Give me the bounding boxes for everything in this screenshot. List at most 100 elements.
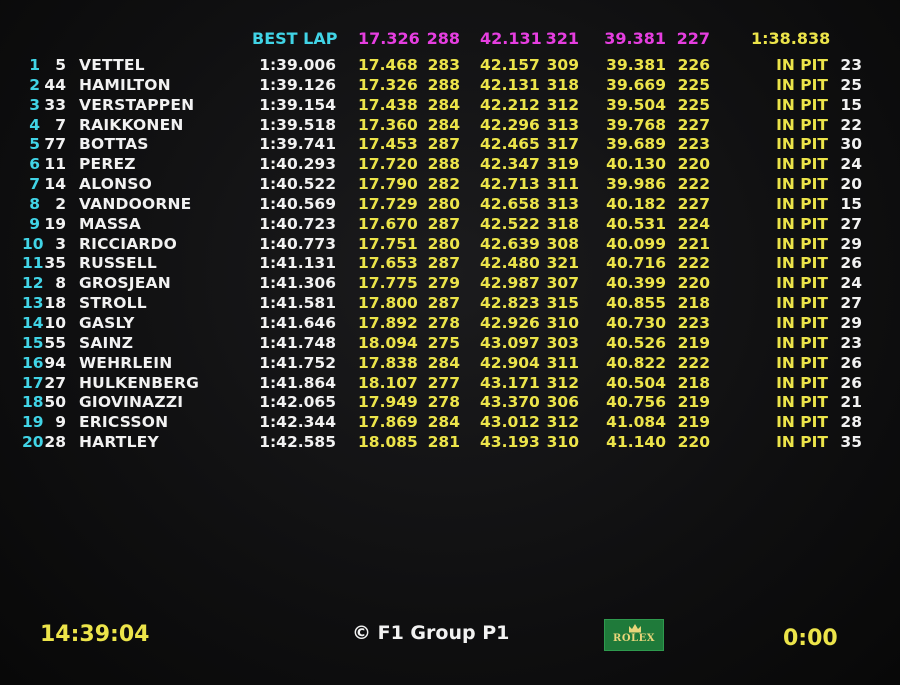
position: 9	[29, 214, 40, 233]
speed-trap2: 312	[546, 373, 579, 392]
car-number: 33	[44, 95, 66, 114]
car-number: 19	[44, 214, 66, 233]
ideal-lap-time: 1:38.838	[751, 29, 831, 48]
timing-row: 1 5 VETTEL 1:39.006 17.468 283 42.157 309 39.381…	[0, 56, 900, 76]
lap-count: 15	[840, 194, 862, 213]
speed-trap1: 284	[427, 413, 460, 432]
sector3-time: 40.756	[606, 393, 666, 412]
car-number: 11	[44, 155, 66, 174]
driver-name: HULKENBERG	[79, 373, 200, 392]
sector3-time: 39.381	[606, 56, 666, 74]
lap-count: 23	[840, 333, 862, 352]
car-number: 94	[44, 353, 66, 372]
position: 7	[29, 175, 40, 194]
best-lap: 1:41.581	[259, 294, 336, 313]
position: 11	[22, 254, 44, 273]
timing-row: 17 27 HULKENBERG 1:41.864 18.107 277 43.171 312…	[0, 374, 900, 394]
sector1-time: 17.468	[358, 56, 418, 74]
pit-status: IN PIT	[776, 75, 828, 94]
speed-trap2: 315	[546, 294, 579, 313]
speed-trap1: 284	[427, 353, 460, 372]
pit-status: IN PIT	[776, 333, 828, 352]
speed-trap2: 309	[546, 56, 579, 74]
sector1-time: 17.720	[358, 155, 418, 174]
sector3-time: 40.531	[606, 214, 666, 233]
timing-row: 10 3 RICCIARDO 1:40.773 17.751 280 42.639 308 40…	[0, 235, 900, 255]
position: 5	[29, 135, 40, 154]
rolex-wordmark: ROLEX	[613, 633, 655, 644]
driver-name: HARTLEY	[79, 433, 159, 452]
sector2-time: 42.480	[480, 254, 540, 273]
driver-name: VETTEL	[79, 56, 145, 74]
speed-trap1: 279	[427, 274, 460, 293]
speed-trap2: 318	[546, 214, 579, 233]
speed-trap2: 318	[546, 75, 579, 94]
best-lap: 1:39.154	[259, 95, 336, 114]
speed-trap1: 283	[427, 56, 460, 74]
sector3-time: 39.689	[606, 135, 666, 154]
lap-count: 27	[840, 294, 862, 313]
speed-trap3: 224	[677, 214, 710, 233]
speed-trap2: 308	[546, 234, 579, 253]
timing-row: 8 2 VANDOORNE 1:40.569 17.729 280 42.658 313 40.…	[0, 195, 900, 215]
car-number: 8	[55, 274, 66, 293]
sector1-time: 17.790	[358, 175, 418, 194]
speed-trap1: 282	[427, 175, 460, 194]
position: 16	[22, 353, 44, 372]
driver-name: GIOVINAZZI	[79, 393, 184, 412]
best-lap: 1:42.585	[259, 433, 336, 452]
speed-trap1: 287	[427, 135, 460, 154]
lap-count: 23	[840, 56, 862, 74]
sector2-time: 42.926	[480, 313, 540, 332]
best-lap: 1:40.293	[259, 155, 336, 174]
speed-trap1: 281	[427, 433, 460, 452]
copyright-session: © F1 Group P1	[352, 622, 510, 644]
best-lap: 1:39.518	[259, 115, 336, 134]
pit-status: IN PIT	[776, 274, 828, 293]
pit-status: IN PIT	[776, 313, 828, 332]
sector1-time: 17.838	[358, 353, 418, 372]
driver-name: GROSJEAN	[79, 274, 171, 293]
pit-status: IN PIT	[776, 135, 828, 154]
timing-row: 5 77 BOTTAS 1:39.741 17.453 287 42.465 317 39.68…	[0, 135, 900, 155]
pit-status: IN PIT	[776, 194, 828, 213]
sector2-time: 42.713	[480, 175, 540, 194]
car-number: 9	[55, 413, 66, 432]
pit-status: IN PIT	[776, 234, 828, 253]
speed-trap1: 284	[427, 95, 460, 114]
car-number: 18	[44, 294, 66, 313]
speed-trap2: 312	[546, 413, 579, 432]
speed-trap3: 218	[677, 294, 710, 313]
timing-row: 13 18 STROLL 1:41.581 17.800 287 42.823 315 40.8…	[0, 294, 900, 314]
driver-name: SAINZ	[79, 333, 134, 352]
pit-status: IN PIT	[776, 353, 828, 372]
sector2-time: 42.212	[480, 95, 540, 114]
car-number: 3	[55, 234, 66, 253]
speed-trap2: 310	[546, 433, 579, 452]
timing-row: 3 33 VERSTAPPEN 1:39.154 17.438 284 42.212 312 3…	[0, 96, 900, 116]
lap-count: 35	[840, 433, 862, 452]
pit-status: IN PIT	[776, 433, 828, 452]
pit-status: IN PIT	[776, 413, 828, 432]
lap-count: 25	[840, 75, 862, 94]
sector2-time: 42.347	[480, 155, 540, 174]
sector3-time: 39.669	[606, 75, 666, 94]
best-lap: 1:40.773	[259, 234, 336, 253]
lap-count: 21	[840, 393, 862, 412]
lap-count: 29	[840, 234, 862, 253]
car-number: 50	[44, 393, 66, 412]
speed-trap3: 227	[677, 115, 710, 134]
sector2-time: 43.097	[480, 333, 540, 352]
position: 19	[22, 413, 44, 432]
lap-count: 22	[840, 115, 862, 134]
sector1-time: 17.729	[358, 194, 418, 213]
pit-status: IN PIT	[776, 155, 828, 174]
lap-count: 24	[840, 155, 862, 174]
sector2-time: 43.171	[480, 373, 540, 392]
sector3-time: 39.768	[606, 115, 666, 134]
sector3-time: 40.526	[606, 333, 666, 352]
speed-trap2: 311	[546, 353, 579, 372]
timing-table: 1 5 VETTEL 1:39.006 17.468 283 42.157 309 39.381…	[0, 56, 900, 453]
sector2-time: 43.012	[480, 413, 540, 432]
speed-trap3: 225	[677, 95, 710, 114]
